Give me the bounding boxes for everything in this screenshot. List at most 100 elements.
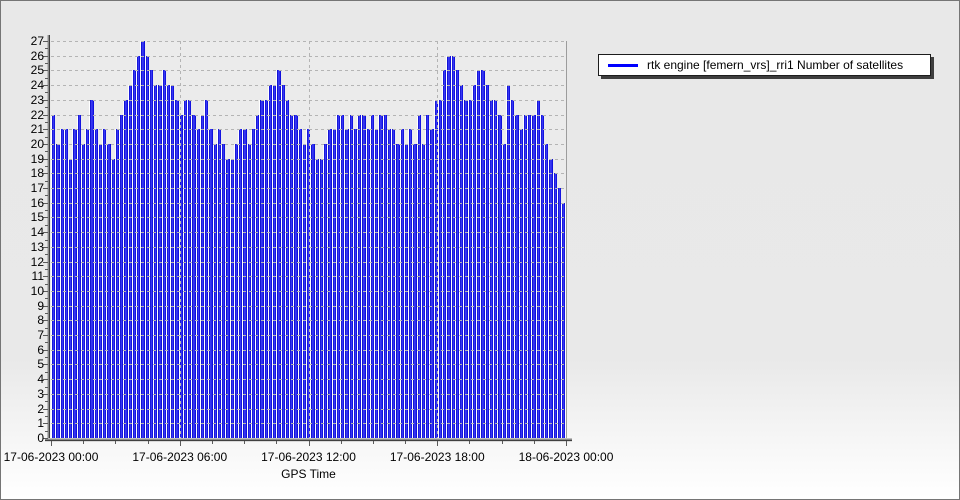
bar <box>148 70 153 438</box>
y-tick-label: 6 <box>37 342 44 357</box>
y-minor-tick <box>45 239 48 241</box>
y-tick-label: 26 <box>30 48 44 63</box>
bar <box>433 99 438 438</box>
y-minor-tick <box>45 63 48 65</box>
bar <box>331 129 336 438</box>
y-major-tick <box>43 129 48 131</box>
gridline-vertical <box>179 41 181 438</box>
x-minor-tick <box>83 441 85 444</box>
y-major-tick <box>43 114 48 116</box>
y-tick-label: 14 <box>30 225 44 240</box>
x-tick-label: 17-06-2023 00:00 <box>3 450 99 464</box>
x-minor-tick <box>405 441 407 444</box>
y-minor-tick <box>45 224 48 226</box>
bar <box>463 99 468 438</box>
y-major-tick <box>43 335 48 337</box>
y-major-tick <box>43 408 48 410</box>
y-major-tick <box>43 173 48 175</box>
bar <box>306 129 311 438</box>
y-major-tick <box>43 70 48 72</box>
y-minor-tick <box>45 401 48 403</box>
y-minor-tick <box>45 342 48 344</box>
x-minor-tick <box>469 441 471 444</box>
y-axis-line <box>47 35 50 442</box>
y-tick-label: 18 <box>30 166 44 181</box>
y-tick-label: 27 <box>30 34 44 48</box>
y-tick-label: 17 <box>30 181 44 196</box>
y-major-tick <box>43 232 48 234</box>
y-major-tick <box>43 261 48 263</box>
bar <box>174 99 179 438</box>
bar <box>518 129 523 438</box>
y-major-tick <box>43 202 48 204</box>
bar <box>344 129 349 438</box>
legend[interactable]: rtk engine [femern_vrs]_rri1 Number of s… <box>598 54 931 76</box>
bar <box>454 70 459 438</box>
bar <box>216 129 221 438</box>
y-tick-label: 20 <box>30 136 44 151</box>
bar <box>161 70 166 438</box>
bar <box>548 158 553 438</box>
y-major-tick <box>43 85 48 87</box>
bar <box>72 129 77 438</box>
bar <box>467 99 472 438</box>
bar <box>535 99 540 438</box>
bar <box>480 70 485 438</box>
x-axis-line <box>45 438 572 441</box>
y-major-tick <box>43 423 48 425</box>
x-major-tick <box>566 441 567 446</box>
y-major-tick <box>43 158 48 160</box>
bar <box>314 158 319 438</box>
y-minor-tick <box>45 371 48 373</box>
bar <box>123 99 128 438</box>
y-minor-tick <box>45 121 48 123</box>
y-minor-tick <box>45 180 48 182</box>
x-minor-tick <box>340 441 342 444</box>
y-tick-label: 19 <box>30 151 44 166</box>
y-minor-tick <box>45 415 48 417</box>
bar <box>204 99 209 438</box>
bar <box>352 129 357 438</box>
bar <box>187 99 192 438</box>
y-major-tick <box>43 320 48 322</box>
y-major-tick <box>43 188 48 190</box>
bar <box>242 129 247 438</box>
y-minor-tick <box>45 357 48 359</box>
bar <box>493 99 498 438</box>
bar <box>140 41 145 438</box>
x-minor-tick <box>244 441 246 444</box>
y-major-tick <box>43 349 48 351</box>
bar <box>93 129 98 438</box>
bar <box>102 129 107 438</box>
y-major-tick <box>43 379 48 381</box>
bar <box>391 129 396 438</box>
y-tick-label: 4 <box>37 372 44 387</box>
y-minor-tick <box>45 268 48 270</box>
bar <box>442 70 447 438</box>
y-tick-label: 11 <box>31 269 44 284</box>
y-tick-label: 5 <box>37 357 44 372</box>
y-minor-tick <box>45 313 48 315</box>
y-tick-label: 25 <box>30 63 44 78</box>
y-major-tick <box>43 99 48 101</box>
x-minor-tick <box>372 441 374 444</box>
y-tick-label: 22 <box>30 107 44 122</box>
bar <box>386 129 391 438</box>
y-major-tick <box>43 393 48 395</box>
x-minor-tick <box>533 441 535 444</box>
y-tick-label: 7 <box>37 328 44 343</box>
bar <box>208 129 213 438</box>
bar <box>131 70 136 438</box>
bar <box>114 129 119 438</box>
bar <box>59 129 64 438</box>
x-minor-tick <box>211 441 213 444</box>
x-tick-label: 17-06-2023 06:00 <box>132 450 228 464</box>
legend-series-label: rtk engine [femern_vrs]_rri1 Number of s… <box>647 58 904 72</box>
y-tick-label: 21 <box>30 122 44 137</box>
y-major-tick <box>43 143 48 145</box>
bar <box>85 129 90 438</box>
y-tick-label: 1 <box>37 416 44 431</box>
y-major-tick <box>43 246 48 248</box>
y-tick-label: 2 <box>37 401 44 416</box>
